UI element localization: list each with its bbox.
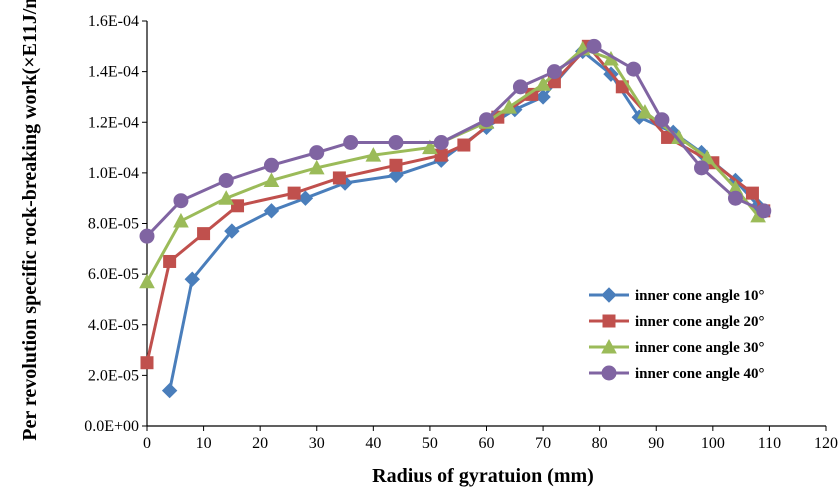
legend-marker bbox=[602, 314, 616, 328]
x-tick-label: 40 bbox=[365, 435, 381, 452]
y-tick-label: 1.6E-04 bbox=[88, 13, 139, 30]
data-point bbox=[546, 64, 562, 80]
legend-item: inner cone angle 30° bbox=[589, 338, 764, 356]
x-tick-label: 90 bbox=[648, 435, 664, 452]
series-3 bbox=[139, 40, 766, 289]
series-4 bbox=[139, 38, 772, 244]
legend-item: inner cone angle 10° bbox=[589, 287, 764, 304]
data-point bbox=[343, 135, 359, 150]
legend-label: inner cone angle 30° bbox=[635, 340, 764, 356]
x-tick-label: 30 bbox=[309, 435, 325, 452]
data-point bbox=[388, 167, 404, 184]
data-point bbox=[297, 190, 314, 206]
data-point bbox=[161, 382, 178, 399]
data-point bbox=[637, 104, 653, 119]
data-point bbox=[197, 227, 211, 241]
legend-label: inner cone angle 40° bbox=[635, 366, 764, 382]
data-point bbox=[512, 79, 528, 95]
x-tick-label: 20 bbox=[252, 435, 268, 452]
data-point bbox=[332, 171, 346, 185]
data-point bbox=[173, 212, 189, 228]
x-tick-label: 120 bbox=[814, 435, 838, 452]
x-tick-label: 0 bbox=[143, 435, 151, 452]
legend-marker bbox=[601, 287, 617, 303]
data-point bbox=[433, 135, 449, 150]
legend-item: inner cone angle 20° bbox=[589, 314, 764, 330]
x-tick-label: 70 bbox=[535, 435, 551, 452]
legend-label: inner cone angle 20° bbox=[635, 314, 764, 330]
data-point bbox=[365, 147, 382, 162]
data-point bbox=[434, 148, 448, 162]
data-point bbox=[224, 223, 240, 239]
y-tick-label: 1.2E-04 bbox=[88, 114, 139, 131]
data-point bbox=[457, 138, 471, 152]
data-point bbox=[389, 158, 403, 172]
data-point bbox=[694, 160, 710, 176]
data-point bbox=[501, 99, 517, 114]
data-point bbox=[140, 356, 154, 370]
data-point bbox=[479, 112, 494, 128]
legend-marker bbox=[601, 365, 617, 381]
y-tick-label: 6.0E-05 bbox=[88, 266, 139, 283]
data-point bbox=[661, 130, 675, 144]
x-tick-label: 60 bbox=[479, 435, 495, 452]
data-point bbox=[745, 186, 759, 200]
x-tick-label: 100 bbox=[701, 435, 725, 452]
x-tick-label: 10 bbox=[196, 435, 212, 452]
legend: inner cone angle 10° inner cone angle 20°… bbox=[589, 287, 764, 382]
data-point bbox=[727, 190, 743, 206]
data-point bbox=[287, 186, 301, 200]
data-point bbox=[218, 190, 235, 205]
x-tick-label: 80 bbox=[592, 435, 608, 452]
data-point bbox=[263, 203, 280, 219]
data-point bbox=[626, 61, 642, 77]
y-tick-label: 2.0E-05 bbox=[88, 367, 139, 384]
y-tick-label: 4.0E-05 bbox=[88, 317, 139, 334]
data-point bbox=[139, 273, 155, 289]
legend-label: inner cone angle 10° bbox=[635, 288, 764, 304]
x-tick-label: 50 bbox=[422, 435, 438, 452]
y-tick-label: 8.0E-05 bbox=[88, 216, 139, 233]
data-point bbox=[586, 38, 602, 54]
x-tick-label: 110 bbox=[758, 435, 781, 452]
data-point bbox=[535, 89, 551, 105]
data-point bbox=[388, 135, 404, 150]
y-tick-label: 0.0E+00 bbox=[84, 418, 139, 435]
data-point bbox=[163, 254, 177, 268]
y-tick-label: 1.0E-04 bbox=[88, 165, 139, 182]
series-line bbox=[145, 47, 760, 283]
data-point bbox=[263, 172, 280, 187]
data-point bbox=[231, 199, 245, 213]
data-point bbox=[139, 228, 155, 244]
legend-item: inner cone angle 40° bbox=[589, 365, 764, 382]
data-point bbox=[309, 145, 325, 161]
data-point bbox=[308, 159, 325, 175]
legend-marker bbox=[601, 338, 617, 354]
y-tick-label: 1.4E-04 bbox=[88, 64, 139, 81]
data-point bbox=[654, 112, 670, 128]
data-point bbox=[218, 172, 234, 188]
data-point bbox=[173, 193, 189, 209]
data-point bbox=[422, 139, 438, 155]
x-axis-title: Radius of gyratuion (mm) bbox=[372, 465, 594, 487]
data-point bbox=[184, 271, 200, 287]
data-point bbox=[756, 203, 772, 219]
y-axis-title: Per revolution specific rock-breaking wo… bbox=[19, 0, 41, 441]
data-point bbox=[263, 157, 279, 173]
data-point bbox=[535, 76, 551, 91]
